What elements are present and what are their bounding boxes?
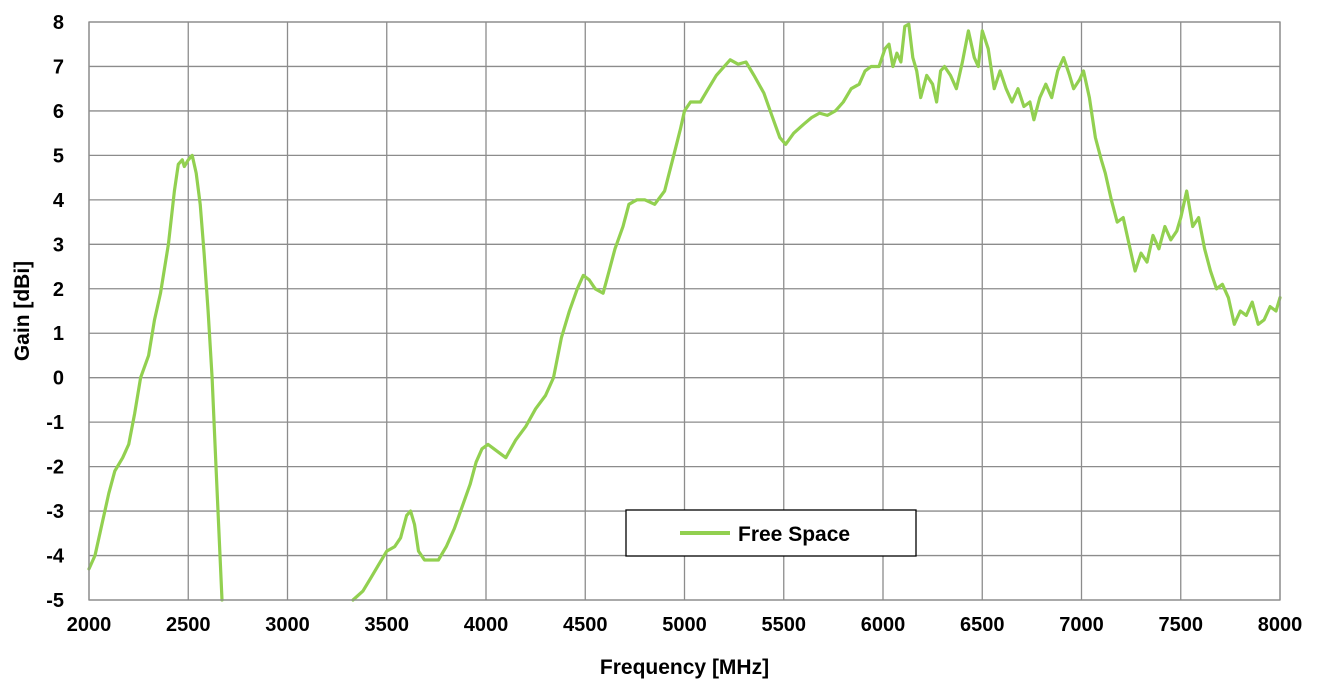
y-tick-label--1: -1 bbox=[46, 412, 64, 434]
x-tick-label-6500: 6500 bbox=[960, 614, 1005, 636]
y-axis-title: Gain [dBi] bbox=[11, 261, 34, 361]
x-tick-label-6000: 6000 bbox=[861, 614, 906, 636]
x-tick-label-4500: 4500 bbox=[563, 614, 608, 636]
x-tick-label-3500: 3500 bbox=[365, 614, 410, 636]
y-tick-labels: -5 -4 -3 -2 -1 0 1 2 3 4 5 6 7 8 bbox=[46, 12, 65, 612]
y-tick-label-4: 4 bbox=[53, 190, 65, 212]
y-tick-label--5: -5 bbox=[46, 590, 64, 612]
x-tick-label-2500: 2500 bbox=[166, 614, 211, 636]
series-layer bbox=[87, 22, 1282, 602]
y-tick-label-6: 6 bbox=[53, 101, 64, 123]
x-axis-title: Frequency [MHz] bbox=[600, 656, 769, 679]
y-tick-label-2: 2 bbox=[53, 279, 64, 301]
y-tick-label-7: 7 bbox=[53, 56, 64, 78]
y-tick-label-1: 1 bbox=[53, 323, 64, 345]
y-tick-label-0: 0 bbox=[53, 368, 64, 390]
x-tick-labels: 2000 2500 3000 3500 4000 4500 5000 5500 6000 6500… bbox=[67, 614, 1303, 636]
series-line-free-space-segment-1 bbox=[351, 22, 1282, 602]
series-line-free-space-segment-0 bbox=[87, 153, 224, 602]
y-tick-label-3: 3 bbox=[53, 234, 64, 256]
plot-area-border bbox=[88, 21, 1281, 601]
legend-box bbox=[625, 509, 917, 557]
x-tick-label-7000: 7000 bbox=[1059, 614, 1104, 636]
x-tick-label-4000: 4000 bbox=[464, 614, 509, 636]
x-tick-label-8000: 8000 bbox=[1258, 614, 1303, 636]
y-tick-label-8: 8 bbox=[53, 12, 64, 34]
x-tick-label-5500: 5500 bbox=[762, 614, 807, 636]
legend-label-free-space: Free Space bbox=[738, 523, 850, 546]
x-tick-label-3000: 3000 bbox=[265, 614, 310, 636]
legend: Free Space bbox=[625, 509, 917, 557]
x-tick-label-5000: 5000 bbox=[662, 614, 707, 636]
y-tick-label-5: 5 bbox=[53, 145, 64, 167]
y-tick-label--3: -3 bbox=[46, 501, 64, 523]
x-tick-label-2000: 2000 bbox=[67, 614, 112, 636]
y-tick-label--2: -2 bbox=[46, 457, 64, 479]
x-tick-label-7500: 7500 bbox=[1159, 614, 1204, 636]
y-tick-label--4: -4 bbox=[46, 546, 65, 568]
